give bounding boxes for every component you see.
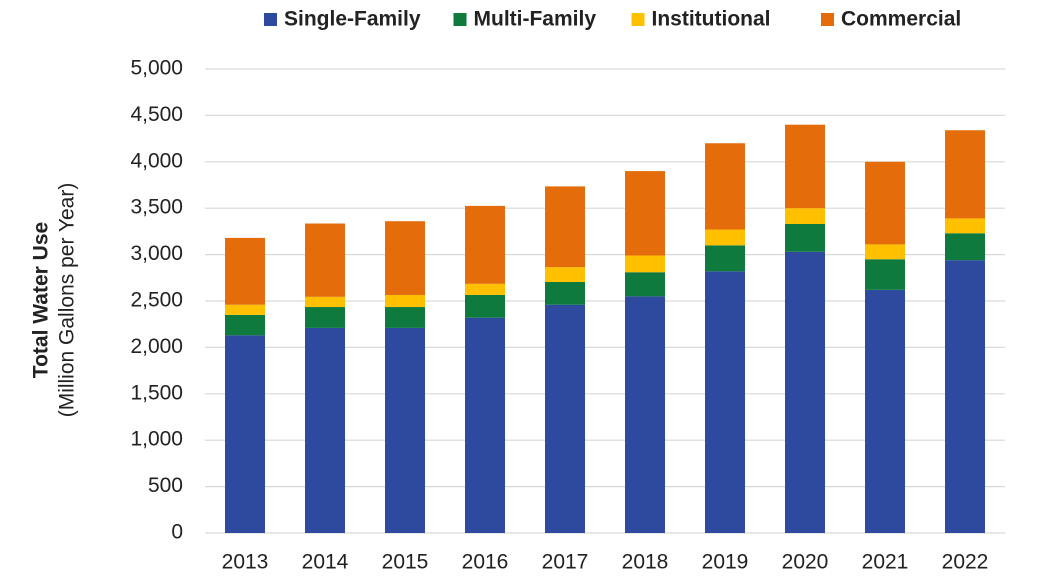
bar-segment <box>465 205 505 284</box>
bar-segment <box>545 281 585 305</box>
legend-swatch <box>453 13 467 26</box>
bar-segment <box>945 260 985 533</box>
x-tick-label: 2019 <box>702 551 749 574</box>
bar-segment <box>305 307 345 328</box>
bar-segment <box>865 259 905 290</box>
bar-segment <box>545 186 585 268</box>
bar-segment <box>305 223 345 297</box>
x-tick-label: 2020 <box>782 551 829 574</box>
bar-segment <box>545 304 585 533</box>
legend-swatch <box>264 13 277 26</box>
bar-segment <box>225 314 265 336</box>
y-tick-label: 2,000 <box>130 335 183 358</box>
y-tick-label: 1,000 <box>130 428 183 451</box>
y-tick-label: 3,000 <box>130 242 183 265</box>
x-tick-label: 2014 <box>302 551 349 574</box>
legend-swatch <box>631 13 645 26</box>
bar-segment <box>625 296 665 533</box>
bar-segment <box>705 245 745 272</box>
bar-segment <box>705 143 745 230</box>
bar-segment <box>865 244 905 260</box>
y-axis-sublabel: (Million Gallons per Year) <box>56 183 79 418</box>
y-axis-label: Total Water Use <box>30 222 53 378</box>
legend-label: Institutional <box>652 8 771 31</box>
bar-segment <box>785 208 825 224</box>
y-tick-label: 0 <box>171 521 183 544</box>
y-tick-label: 2,500 <box>130 289 183 312</box>
bar-segment <box>465 294 505 318</box>
legend-label: Multi-Family <box>474 8 597 31</box>
bar-segment <box>225 304 265 315</box>
bar-segment <box>705 271 745 533</box>
bar-segment <box>625 272 665 297</box>
bar-segment <box>945 218 985 234</box>
bar-segment <box>305 296 345 308</box>
bar-segment <box>465 283 505 295</box>
x-tick-label: 2015 <box>382 551 429 574</box>
x-tick-label: 2021 <box>862 551 909 574</box>
y-tick-label: 4,000 <box>130 149 183 172</box>
x-tick-label: 2013 <box>222 551 269 574</box>
x-tick-label: 2018 <box>622 551 669 574</box>
bar-segment <box>625 171 665 256</box>
bar-segment <box>705 229 745 246</box>
bar-segment <box>865 161 905 245</box>
y-tick-label: 4,500 <box>130 103 183 126</box>
bar-segment <box>545 267 585 282</box>
bar-segment <box>385 294 425 308</box>
bar-segment <box>385 327 425 533</box>
bar-segment <box>625 255 665 273</box>
y-tick-label: 1,500 <box>130 381 183 404</box>
x-tick-label: 2022 <box>942 551 989 574</box>
bar-segment <box>945 130 985 219</box>
x-tick-label: 2016 <box>462 551 509 574</box>
bar-segment <box>385 307 425 328</box>
bar-segment <box>305 327 345 533</box>
bar-segment <box>785 223 825 252</box>
bar-segment <box>465 317 505 533</box>
legend-label: Commercial <box>841 8 961 31</box>
y-tick-label: 3,500 <box>130 196 183 219</box>
legend-swatch <box>821 13 834 26</box>
bar-segment <box>945 233 985 261</box>
bar-segment <box>225 237 265 305</box>
bar-segment <box>785 124 825 209</box>
y-tick-label: 500 <box>148 474 183 497</box>
bar-segment <box>225 335 265 533</box>
x-tick-label: 2017 <box>542 551 589 574</box>
legend-label: Single-Family <box>284 8 421 31</box>
bar-segment <box>385 221 425 295</box>
bar-segment <box>865 289 905 533</box>
y-tick-label: 5,000 <box>130 57 183 80</box>
bar-segment <box>785 251 825 534</box>
